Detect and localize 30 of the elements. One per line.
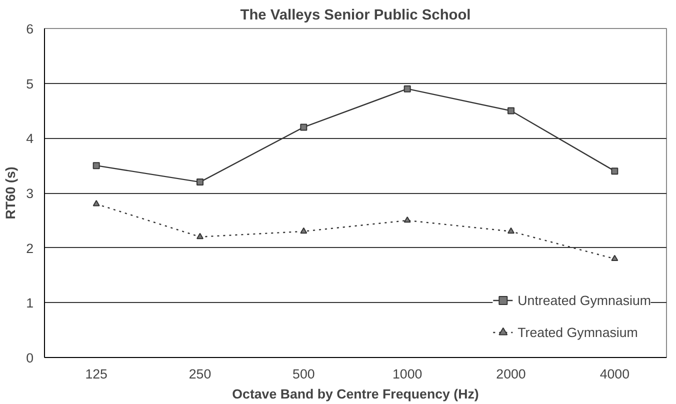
point: [404, 85, 411, 92]
legend-label: Treated Gymnasium: [518, 324, 638, 340]
y-tick-label: 5: [26, 76, 34, 92]
x-tick-label: 500: [292, 366, 315, 382]
y-tick-label: 2: [26, 240, 34, 256]
point: [300, 227, 308, 234]
y-tick-label: 0: [26, 350, 34, 366]
y-tick-label: 3: [26, 186, 34, 201]
x-tick-label: 250: [188, 366, 212, 382]
y-axis-title: RT60 (s): [3, 166, 18, 220]
y-tick-label: 1: [26, 296, 34, 311]
point: [196, 178, 204, 186]
point: [508, 107, 514, 114]
chart-title: The Valleys Senior Public School: [240, 8, 471, 24]
x-tick-label: 1000: [392, 366, 422, 382]
point: [196, 232, 204, 240]
point: [508, 227, 514, 234]
point: [92, 162, 100, 170]
x-tick-label: 2000: [496, 366, 526, 382]
point: [92, 200, 100, 206]
point: [611, 254, 618, 262]
legend-label: Untreated Gymnasium: [518, 292, 651, 308]
point: [300, 124, 308, 131]
point: [611, 168, 618, 175]
x-axis-title: Octave Band by Centre Frequency (Hz): [232, 386, 479, 402]
y-tick-label: 4: [26, 131, 34, 146]
y-tick-label: 6: [26, 22, 34, 36]
x-tick-label: 4000: [600, 366, 630, 382]
point: [404, 216, 411, 223]
x-tick-label: 125: [85, 366, 108, 382]
